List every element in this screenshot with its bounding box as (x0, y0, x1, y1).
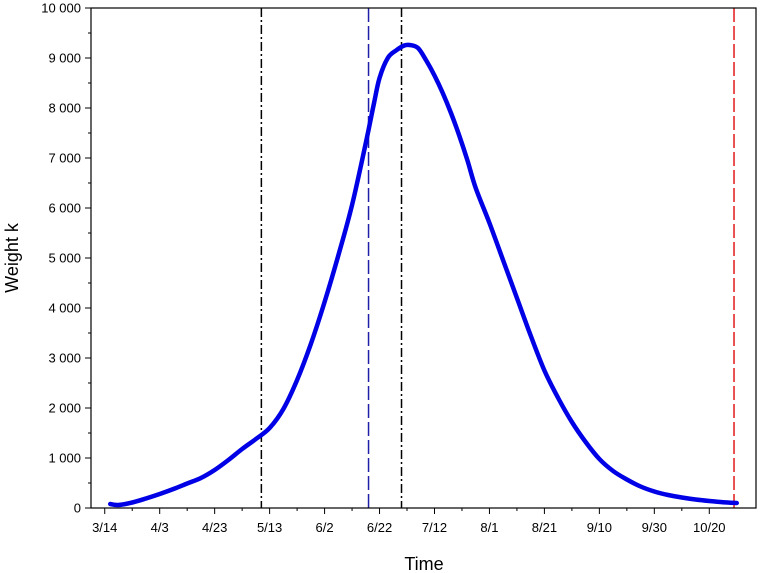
y-tick-label: 9 000 (48, 51, 81, 66)
y-tick-label: 5 000 (48, 251, 81, 266)
x-tick-label: 4/23 (202, 520, 227, 535)
y-tick-label: 8 000 (48, 101, 81, 116)
x-axis-title: Time (404, 554, 443, 573)
plot-frame (90, 7, 757, 509)
reference-lines (260, 8, 735, 508)
y-axis: 0 1 000 2 000 3 000 4 000 5 000 6 000 7 000 8 00… (41, 1, 91, 516)
y-tick-label: 0 (74, 501, 81, 516)
x-tick-label: 8/21 (532, 520, 557, 535)
x-tick-label: 8/1 (480, 520, 498, 535)
y-tick-label: 3 000 (48, 351, 81, 366)
y-axis-title: Weight k (2, 222, 22, 293)
x-tick-label: 9/10 (587, 520, 612, 535)
x-tick-label: 6/22 (367, 520, 392, 535)
y-tick-label: 10 000 (41, 1, 81, 16)
x-tick-label: 9/30 (642, 520, 667, 535)
x-tick-label: 7/12 (422, 520, 447, 535)
x-axis: 3/14 4/3 4/23 5/13 6/2 6/22 7/12 8/1 8/21 9/10 9/3… (92, 508, 726, 535)
x-tick-label: 5/13 (257, 520, 282, 535)
x-tick-label: 6/2 (316, 520, 334, 535)
y-tick-label: 6 000 (48, 201, 81, 216)
y-tick-label: 7 000 (48, 151, 81, 166)
y-tick-label: 2 000 (48, 401, 81, 416)
x-tick-label: 3/14 (92, 520, 117, 535)
x-tick-label: 4/3 (151, 520, 169, 535)
y-tick-label: 1 000 (48, 451, 81, 466)
x-tick-label: 10/20 (693, 520, 726, 535)
weight-curve (107, 42, 740, 508)
y-tick-label: 4 000 (48, 301, 81, 316)
